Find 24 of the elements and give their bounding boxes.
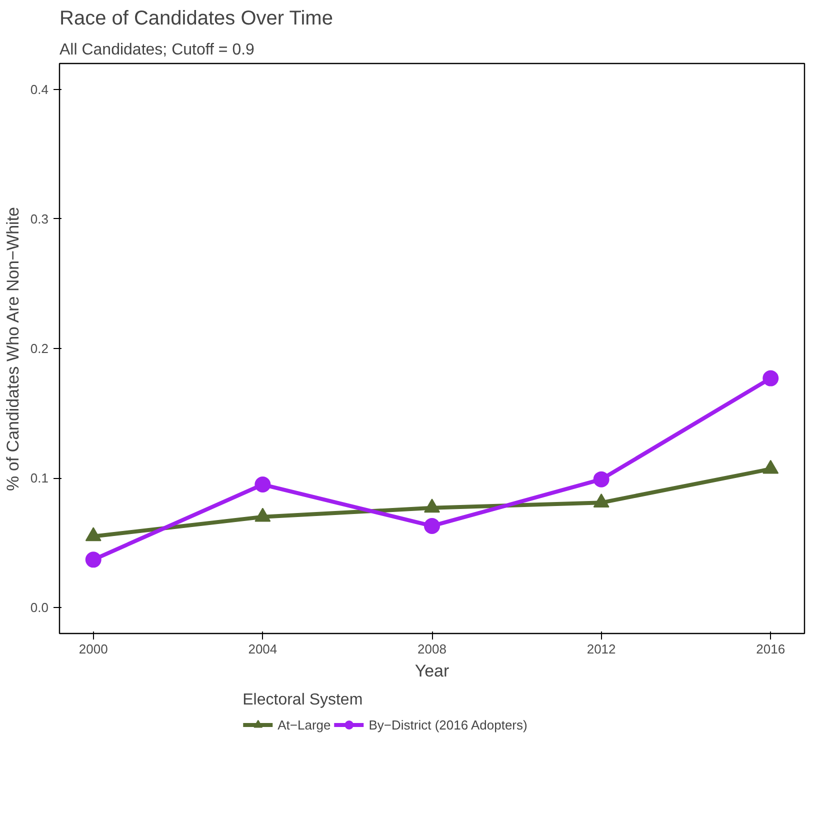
point: [85, 527, 102, 542]
x-tick-label: 2000: [78, 642, 108, 656]
x-axis-title: Year: [414, 662, 450, 680]
y-tick-label: 0.1: [30, 470, 49, 486]
x-tick-label: 2012: [586, 642, 616, 656]
point: [424, 498, 440, 513]
chart-title: Race of Candidates Over Time: [60, 8, 333, 30]
chart-subtitle: All Candidates; Cutoff = 0.9: [60, 42, 255, 58]
x-tick-label: 2016: [756, 642, 786, 656]
point: [762, 460, 779, 474]
legend-title: Electoral System: [242, 692, 364, 710]
point: [254, 508, 271, 522]
x-tick-label: 2008: [418, 642, 446, 656]
point: [593, 471, 610, 488]
y-tick-label: 0.0: [30, 600, 49, 616]
x-tick-label: 2004: [248, 642, 278, 656]
legend-label: At−Large: [278, 717, 331, 732]
y-tick-label: 0.3: [30, 211, 49, 226]
y-tick-label: 0.2: [30, 341, 49, 356]
y-tick-label: 0.4: [30, 82, 49, 97]
y-axis-title: % of Candidates Who Are Non−White: [3, 206, 22, 491]
legend-label: By−District (2016 Adopters): [368, 717, 528, 732]
point: [593, 494, 610, 508]
point: [762, 370, 779, 386]
